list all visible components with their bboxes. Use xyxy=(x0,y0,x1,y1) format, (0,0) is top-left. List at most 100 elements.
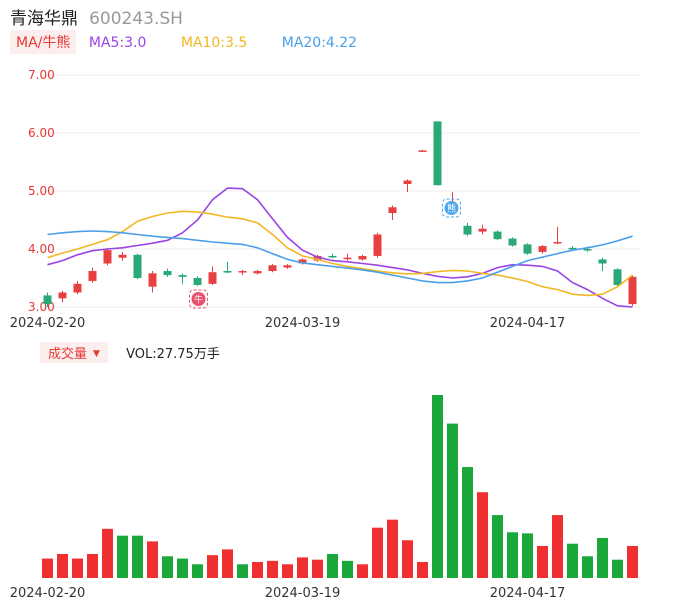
candle-body xyxy=(163,271,172,276)
volume-bar xyxy=(102,528,113,578)
volume-bar xyxy=(552,515,563,578)
y-tick-label: 6.00 xyxy=(28,126,55,140)
ma-line-ma5 xyxy=(47,187,633,308)
volume-bar xyxy=(462,467,473,578)
stock-name: 青海华鼎 xyxy=(10,9,78,29)
volume-indicator-label: 成交量 xyxy=(48,347,88,362)
candle-body xyxy=(493,231,502,240)
candle-body xyxy=(178,275,187,277)
candle-body xyxy=(298,259,307,264)
ma-line-ma10 xyxy=(47,210,633,297)
candle-body xyxy=(598,259,607,264)
dropdown-arrow-icon: ▼ xyxy=(93,349,100,359)
volume-bar xyxy=(447,423,458,578)
candle-body xyxy=(523,244,532,254)
volume-bar xyxy=(342,560,353,578)
candle-body xyxy=(73,283,82,293)
volume-bar xyxy=(222,549,233,578)
volume-bar xyxy=(387,519,398,578)
volume-bar xyxy=(42,558,53,578)
volume-indicator-selector[interactable]: 成交量 ▼ xyxy=(40,342,108,363)
stock-code: 600243.SH xyxy=(89,9,183,29)
bull-signal-icon-frame xyxy=(189,289,208,309)
candle-body xyxy=(238,271,247,273)
volume-bar xyxy=(267,560,278,578)
volume-bar xyxy=(522,533,533,578)
volume-bar xyxy=(297,557,308,578)
volume-bar xyxy=(132,535,143,578)
volume-bar xyxy=(282,564,293,578)
candle-body xyxy=(253,271,262,274)
candle-body xyxy=(328,255,337,258)
stock-header: 青海华鼎 600243.SH xyxy=(10,4,183,29)
volume-bar xyxy=(117,535,128,578)
candle-body xyxy=(583,249,592,251)
candle-body xyxy=(403,180,412,185)
candle-body xyxy=(478,228,487,232)
candle-body xyxy=(508,238,517,246)
volume-bar xyxy=(627,545,638,578)
volume-bar xyxy=(537,545,548,578)
candle-body xyxy=(88,271,97,281)
candle-body xyxy=(283,265,292,268)
volume-legend: 成交量 ▼ VOL:27.75万手 xyxy=(40,342,220,363)
candle-body xyxy=(118,254,127,258)
x-tick-label: 2024-02-20 xyxy=(10,316,86,331)
candle-body xyxy=(463,225,472,235)
ma-line-ma20 xyxy=(47,230,633,284)
candle-body xyxy=(628,276,637,305)
candle-body xyxy=(133,254,142,278)
candle-body xyxy=(433,121,442,186)
candle-body xyxy=(538,246,547,252)
volume-bar xyxy=(567,543,578,578)
x-tick-label: 2024-03-19 xyxy=(265,316,341,331)
candle-body xyxy=(418,150,427,152)
candle-body xyxy=(58,292,67,299)
volume-bar xyxy=(87,553,98,578)
ma-indicator-selector[interactable]: MA/牛熊 xyxy=(10,30,77,54)
volume-bar xyxy=(207,555,218,578)
volume-bar xyxy=(312,559,323,578)
volume-bar xyxy=(402,540,413,578)
y-tick-label: 4.00 xyxy=(28,242,55,256)
candle-body xyxy=(388,207,397,214)
candle-body xyxy=(223,271,232,273)
ma20-legend: MA20:4.22 xyxy=(281,35,358,51)
volume-bar xyxy=(162,556,173,578)
volume-bar xyxy=(72,558,83,578)
candle-body xyxy=(148,273,157,287)
candle-body xyxy=(343,257,352,260)
candle-body xyxy=(43,295,52,305)
volume-bar xyxy=(372,527,383,578)
volume-bar xyxy=(327,553,338,578)
bull-signal-icon-label: 牛 xyxy=(194,294,203,306)
bear-signal-icon xyxy=(444,201,459,215)
y-tick-label: 5.00 xyxy=(28,184,55,198)
volume-bar xyxy=(507,532,518,578)
volume-bar xyxy=(477,492,488,578)
volume-bar xyxy=(237,564,248,578)
ma5-legend: MA5:3.0 xyxy=(88,35,147,51)
volume-bar xyxy=(357,564,368,578)
volume-bar xyxy=(147,541,158,578)
volume-value: VOL:27.75万手 xyxy=(126,347,220,362)
candle-body xyxy=(313,255,322,261)
y-tick-label: 7.00 xyxy=(28,68,55,82)
volume-bar xyxy=(177,558,188,578)
volume-bar xyxy=(57,553,68,578)
ma-legend: MA/牛熊 MA5:3.0 MA10:3.5 MA20:4.22 xyxy=(10,30,387,54)
candle-body xyxy=(358,255,367,260)
x-tick-label: 2024-04-17 xyxy=(490,316,566,331)
volume-bar xyxy=(582,556,593,578)
candle-body xyxy=(373,234,382,256)
volume-bar xyxy=(492,515,503,578)
candle-body xyxy=(613,269,622,285)
volume-x-tick-label: 2024-03-19 xyxy=(265,586,341,601)
candle-body xyxy=(103,250,112,264)
ma10-legend: MA10:3.5 xyxy=(180,35,248,51)
candle-body xyxy=(553,242,562,244)
volume-x-tick-label: 2024-02-20 xyxy=(10,586,86,601)
volume-bar xyxy=(597,537,608,578)
volume-bar xyxy=(252,561,263,578)
